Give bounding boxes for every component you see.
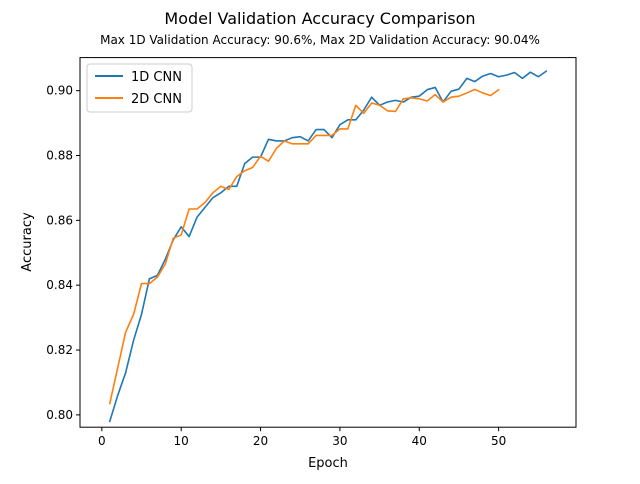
x-tick-label: 40 [412,434,427,448]
x-axis-ticks: 0 10 20 30 40 50 [98,427,506,448]
y-tick-label: 0.80 [46,408,73,422]
chart-title: Model Validation Accuracy Comparison [164,9,475,28]
series-line-2d-cnn [108,88,500,405]
series-lines [108,70,548,423]
y-tick-label: 0.90 [46,84,73,98]
x-tick-label: 30 [332,434,347,448]
x-axis-label: Epoch [308,456,348,471]
legend: 1D CNN 2D CNN [86,63,193,113]
y-axis-ticks: 0.80 0.82 0.84 0.86 0.88 0.90 [46,84,80,422]
y-tick-label: 0.86 [46,213,73,227]
y-axis-label: Accuracy [20,212,35,272]
y-tick-label: 0.84 [46,278,73,292]
axes-frame [79,57,577,428]
x-tick-label: 0 [98,434,106,448]
plot-area: 0 10 20 30 40 50 0.80 0.82 0.84 0.86 0.88 0.90 [46,57,577,448]
x-tick-label: 20 [253,434,268,448]
chart-subtitle: Max 1D Validation Accuracy: 90.6%, Max 2… [100,33,540,47]
y-tick-label: 0.82 [46,343,73,357]
y-tick-label: 0.88 [46,149,73,163]
x-tick-label: 10 [174,434,189,448]
legend-label-2d-cnn: 2D CNN [131,92,182,107]
x-tick-label: 50 [491,434,506,448]
legend-label-1d-cnn: 1D CNN [131,70,182,85]
